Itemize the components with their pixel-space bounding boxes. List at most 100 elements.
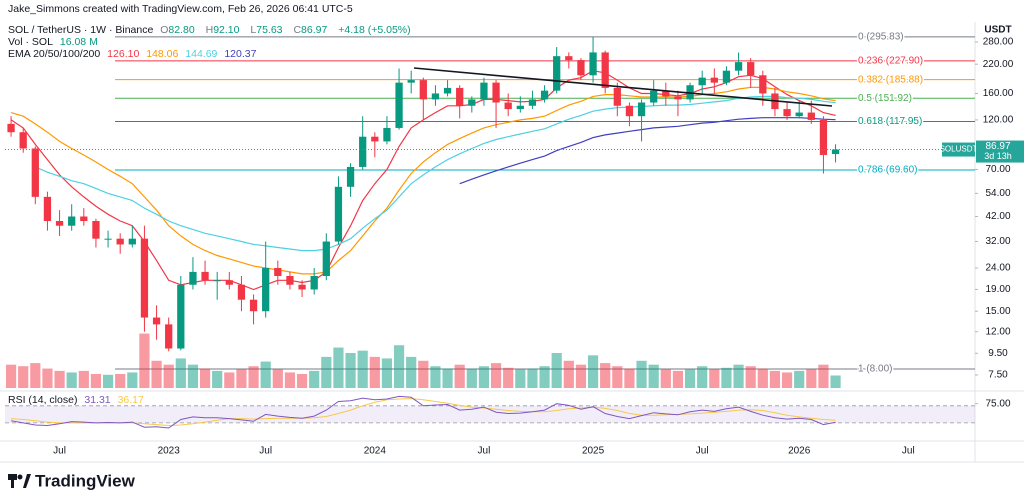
x-tick-label: Jul [53, 446, 66, 457]
volume-bar [587, 355, 599, 388]
volume-bar [30, 363, 41, 388]
volume-bar [418, 360, 429, 388]
y-tick-label: 160.00 [983, 88, 1014, 99]
y-tick-label: 280.00 [983, 37, 1014, 48]
volume-bar [260, 361, 271, 388]
candle-body [55, 220, 64, 226]
candle-body [565, 56, 573, 61]
y-tick-label: 24.00 [985, 263, 1010, 274]
rsi-ma-value: 36.17 [117, 394, 144, 406]
volume-bar [406, 356, 417, 388]
volume-bar [636, 360, 647, 388]
ohlc-value: 86.97 [301, 24, 328, 36]
candle-body [371, 136, 379, 142]
candle-body [759, 75, 767, 94]
candle-body [831, 149, 840, 155]
volume-bar [18, 366, 29, 388]
candle-layer [5, 36, 975, 352]
x-tick-label: Jul [259, 446, 272, 457]
candle-body [650, 90, 658, 103]
volume-bar [430, 366, 441, 388]
y-tick-label: 12.00 [985, 326, 1010, 337]
candle-body [734, 62, 743, 71]
candle-body [165, 324, 173, 349]
ema-value: 126.10 [107, 48, 140, 60]
volume-bar [236, 369, 247, 388]
candle-body [274, 267, 282, 276]
ema-layer [10, 70, 836, 291]
volume-bar [369, 356, 380, 388]
fib-label: 0.382 (185.88) [858, 74, 923, 85]
volume-bar [66, 372, 77, 388]
brand-logo [8, 474, 31, 488]
ohlc-value: 75.63 [256, 24, 283, 36]
candle-body [553, 56, 561, 91]
fib-label: 0.236 (227.90) [858, 56, 923, 67]
volume-bar [733, 364, 744, 388]
ohlc-key: O [160, 24, 169, 36]
candle-body [213, 280, 221, 282]
price-box [976, 140, 1024, 163]
candle-body [322, 241, 330, 276]
symbol-legend: SOL / TetherUS · 1W · Binance O82.80 H92… [8, 24, 415, 36]
rsi-line [11, 395, 836, 429]
candle-body [286, 275, 294, 285]
rsi-legend: RSI (14, close) 31.31 36.17 [8, 394, 148, 406]
ema-line [10, 86, 836, 275]
volume-bar [175, 358, 186, 388]
brand-name: TradingView [35, 471, 136, 490]
candle-body [637, 102, 646, 117]
y-tick-label: 15.00 [985, 306, 1010, 317]
candle-body [492, 82, 500, 103]
volume-bar [527, 368, 538, 388]
candle-body [140, 238, 149, 318]
candle-body [468, 99, 476, 106]
candle-body [334, 186, 343, 242]
volume-bar [830, 375, 841, 388]
y-tick-label: 120.00 [983, 115, 1014, 126]
candle-body [528, 99, 537, 106]
volume-bar [102, 374, 114, 388]
candle-body [698, 77, 706, 86]
candle-body [177, 284, 185, 349]
candle-body [225, 280, 233, 285]
volume-bar [757, 368, 768, 388]
trendline [413, 67, 833, 107]
volume-bar [224, 372, 235, 388]
volume-bar [709, 369, 720, 388]
volume-bar [769, 370, 781, 388]
candle-body [431, 93, 440, 100]
ema-value: 148.06 [146, 48, 179, 60]
fib-layer: 0 (295.83) 0.236 (227.90) 0.382 (185.88) 0.… [115, 30, 975, 376]
volume-bar [490, 363, 502, 388]
volume-bar [345, 353, 356, 388]
volume-bar [600, 363, 611, 388]
candle-body [298, 284, 306, 290]
volume-layer [5, 333, 841, 388]
volume-bar [454, 364, 465, 388]
volume-bar [551, 353, 562, 388]
change: +4.18 (+5.05%) [338, 24, 411, 36]
rsi-title: RSI (14, close) [8, 394, 78, 406]
candle-body [747, 62, 755, 76]
volume-bar [5, 364, 17, 388]
candle-body [31, 148, 39, 197]
candle-body [249, 299, 258, 312]
y-tick-label: 7.50 [988, 370, 1008, 381]
rsi-ma-line [11, 398, 836, 427]
candle-body [504, 102, 512, 110]
fib-label: 1 (8.00) [858, 364, 892, 375]
volume-bar [466, 368, 477, 388]
candle-body [383, 127, 391, 142]
volume-bar [794, 370, 805, 388]
ohlc-value: 92.10 [213, 24, 240, 36]
y-tick-label: 32.00 [985, 236, 1010, 247]
volume-bar [163, 364, 174, 388]
x-tick-label: Jul [696, 446, 709, 457]
candle-body [443, 87, 452, 94]
volume-bar [721, 367, 732, 388]
volume-bar [393, 345, 405, 388]
candle-body [589, 52, 597, 76]
candle-body [128, 238, 136, 245]
